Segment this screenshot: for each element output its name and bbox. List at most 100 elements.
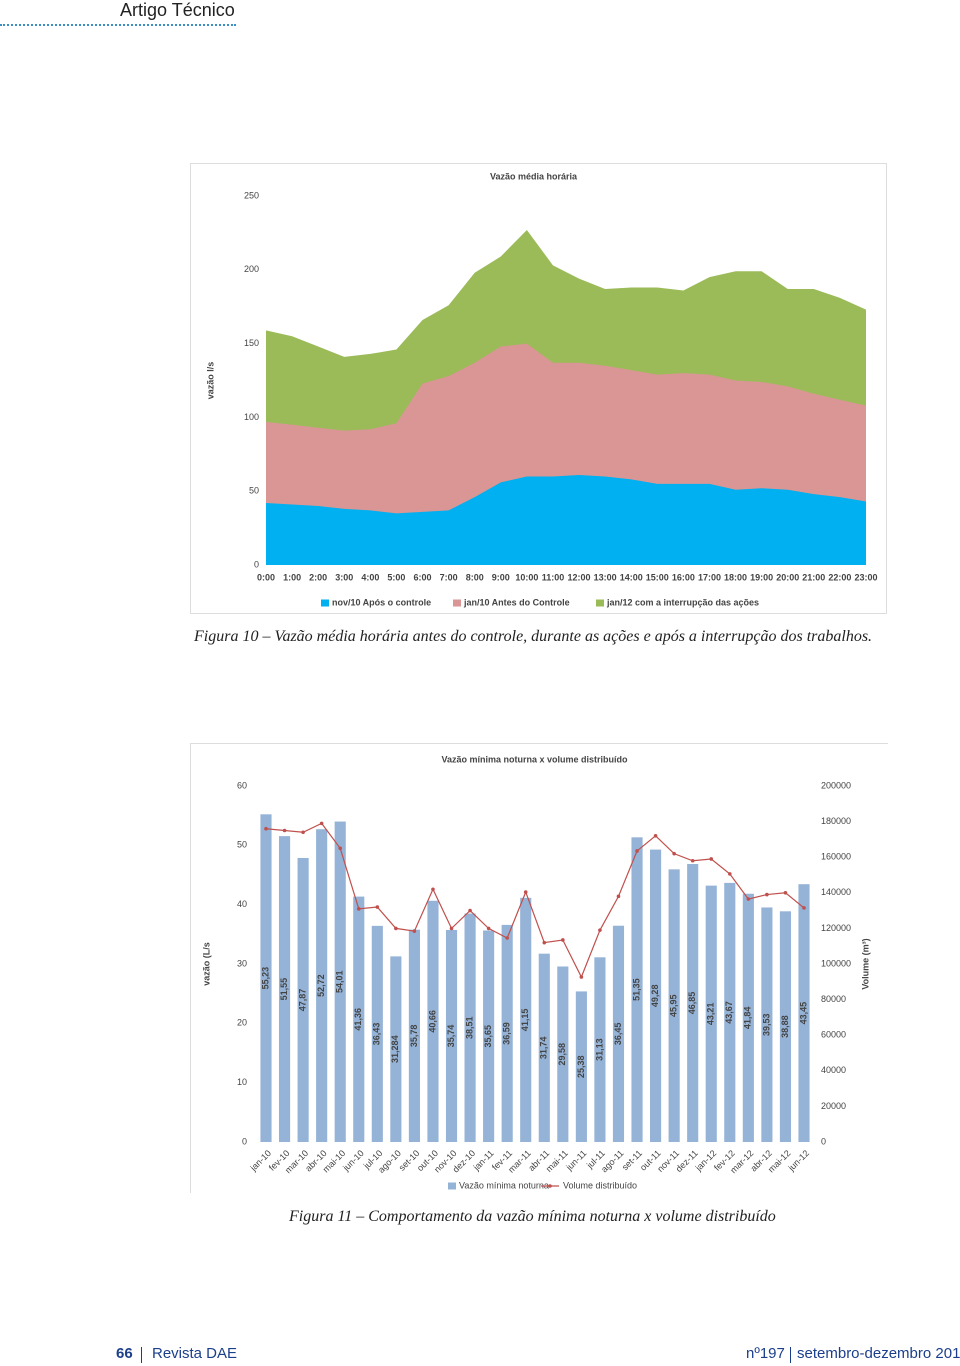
y2-tick-label: 80000	[821, 994, 846, 1004]
line-marker	[653, 834, 658, 838]
y-tick-label: 0	[242, 1136, 247, 1146]
line-marker	[765, 892, 769, 897]
x-tick-label: 16:00	[672, 572, 695, 582]
x-tick-label: 2:00	[309, 572, 327, 582]
line-marker	[468, 908, 472, 913]
bar	[334, 821, 346, 1142]
data-label: 25,38	[576, 1055, 586, 1078]
bar	[464, 913, 476, 1142]
data-label: 31,284	[390, 1035, 400, 1063]
legend-swatch	[321, 599, 329, 607]
line-marker	[672, 851, 676, 856]
data-label: 47,87	[297, 989, 307, 1012]
y2-tick-label: 120000	[821, 923, 851, 933]
legend-label: jan/10 Antes do Controle	[463, 597, 570, 607]
x-tick-label: 23:00	[854, 572, 877, 582]
separator	[790, 1347, 791, 1363]
y-tick-label: 60	[237, 780, 247, 790]
bar	[612, 925, 625, 1142]
y-tick-label: 0	[254, 559, 259, 569]
y2-axis-label: Volume (m³)	[860, 938, 870, 989]
page-number: 66	[116, 1345, 133, 1362]
y-tick-label: 200	[244, 264, 259, 274]
x-tick-label: 15:00	[646, 572, 669, 582]
x-tick-label: jun-10	[340, 1148, 365, 1173]
x-tick-label: jun-11	[563, 1148, 588, 1173]
data-label: 35,74	[446, 1025, 456, 1048]
bar	[501, 924, 513, 1142]
x-tick-label: 4:00	[361, 572, 379, 582]
chart-title: Vazão média horária	[490, 171, 578, 181]
data-label: 38,51	[464, 1016, 474, 1039]
x-tick-label: 1:00	[283, 572, 301, 582]
x-tick-label: 5:00	[387, 572, 405, 582]
data-label: 35,78	[409, 1025, 419, 1048]
bar	[724, 882, 736, 1142]
y-tick-label: 150	[244, 338, 259, 348]
line-marker	[561, 938, 565, 942]
data-label: 40,66	[427, 1010, 437, 1033]
bar	[779, 911, 792, 1142]
line-marker	[579, 975, 584, 979]
bar	[538, 953, 550, 1142]
data-label: 31,13	[594, 1038, 604, 1061]
line-marker	[746, 897, 751, 901]
bar	[408, 929, 420, 1142]
line-marker	[338, 846, 343, 851]
line-marker	[598, 928, 602, 932]
bar	[371, 925, 383, 1142]
bar	[353, 896, 365, 1142]
x-tick-label: 18:00	[724, 572, 747, 582]
x-tick-label: 17:00	[698, 572, 721, 582]
bar	[742, 893, 754, 1142]
legend-label: nov/10 Após o controle	[332, 597, 431, 607]
x-tick-label: 3:00	[335, 572, 353, 582]
bar	[278, 836, 291, 1142]
x-tick-label: 10:00	[515, 572, 538, 582]
legend-label: Volume distribuído	[563, 1180, 637, 1190]
legend-label: Vazão mínima noturna	[459, 1180, 549, 1190]
x-tick-label: 9:00	[492, 572, 510, 582]
line-marker	[431, 887, 435, 892]
y-tick-label: 250	[244, 190, 259, 200]
data-label: 41,15	[520, 1009, 530, 1032]
legend-swatch	[453, 599, 461, 607]
x-tick-label: 14:00	[620, 572, 643, 582]
bar	[650, 849, 662, 1142]
bar	[483, 930, 495, 1142]
bar	[668, 869, 680, 1142]
issue-date: setembro-dezembro 2014	[797, 1345, 960, 1362]
line-marker	[486, 926, 491, 931]
line-marker	[301, 830, 305, 835]
data-label: 51,35	[631, 978, 641, 1001]
data-label: 43,67	[724, 1001, 734, 1024]
data-label: 38,88	[780, 1015, 790, 1038]
bar	[520, 897, 532, 1142]
y2-tick-label: 60000	[821, 1030, 846, 1040]
line-marker	[449, 926, 454, 931]
line-marker	[394, 926, 398, 931]
data-label: 41,84	[743, 1007, 753, 1030]
line-marker	[616, 894, 621, 899]
data-label: 39,53	[761, 1013, 771, 1036]
y-tick-label: 30	[237, 958, 247, 968]
x-tick-label: jun-12	[786, 1148, 811, 1173]
journal: Revista DAE	[152, 1345, 238, 1362]
area	[266, 474, 866, 565]
bar	[390, 956, 402, 1142]
bar	[705, 885, 717, 1142]
y2-tick-label: 200000	[821, 780, 851, 790]
line-marker	[690, 858, 695, 863]
issue: nº197	[746, 1345, 785, 1362]
legend-swatch	[448, 1182, 456, 1190]
bar	[445, 929, 458, 1142]
bar	[316, 829, 328, 1142]
section-title: Artigo Técnico	[120, 0, 235, 20]
line-marker	[523, 890, 528, 894]
chart-bar-line: Vazão mínima noturna x volume distribuíd…	[190, 743, 888, 1193]
data-label: 29,58	[557, 1043, 567, 1066]
data-label: 49,28	[650, 985, 660, 1008]
line-marker	[319, 821, 324, 826]
data-label: 55,23	[260, 967, 270, 990]
line-marker	[264, 826, 268, 831]
